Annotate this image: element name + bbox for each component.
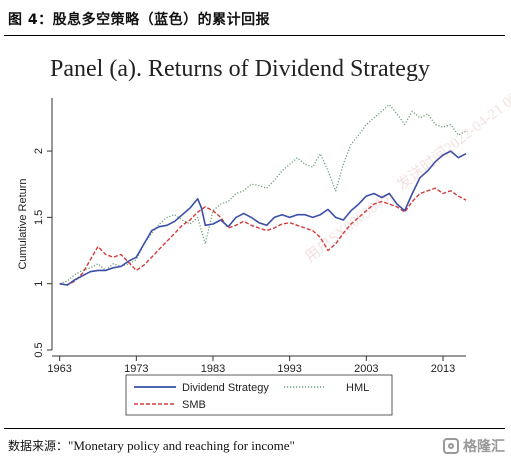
footer-rule xyxy=(4,428,505,429)
x-tick-label: 2013 xyxy=(431,363,455,375)
y-axis-label: Cumulative Return xyxy=(17,178,29,269)
series-line-dividend-strategy xyxy=(59,150,467,286)
x-tick-label: 2003 xyxy=(354,363,378,375)
y-tick-label: 1 xyxy=(33,281,45,287)
source-text: "Monetary policy and reaching for income… xyxy=(68,438,295,453)
y-tick-label: 1.5 xyxy=(33,210,45,225)
legend-label-smb: SMB xyxy=(182,399,206,411)
series-line-hml xyxy=(59,103,467,285)
header-rule xyxy=(4,35,505,36)
legend-box xyxy=(125,374,393,416)
x-tick-label: 1983 xyxy=(201,363,225,375)
legend-label-dividend-strategy: Dividend Strategy xyxy=(182,382,269,394)
source-line: 数据来源："Monetary policy and reaching for i… xyxy=(8,437,295,454)
series-line-smb xyxy=(59,187,467,286)
x-tick-label: 1973 xyxy=(124,363,148,375)
brand-name: 格隆汇 xyxy=(463,439,505,455)
legend-label-hml: HML xyxy=(346,382,369,394)
y-tick-label: 2 xyxy=(33,148,45,154)
figure-header: 图 4：股息多空策略（蓝色）的累计回报 xyxy=(0,0,511,34)
brand-logo: 格隆汇 xyxy=(443,436,505,456)
panel-title: Panel (a). Returns of Dividend Strategy xyxy=(50,56,430,82)
x-tick-label: 1993 xyxy=(277,363,301,375)
x-tick-label: 1963 xyxy=(47,363,71,375)
figure-title: 图 4：股息多空策略（蓝色）的累计回报 xyxy=(8,12,271,28)
source-label: 数据来源： xyxy=(8,439,69,453)
brand-icon xyxy=(443,438,459,454)
y-tick-label: 0.5 xyxy=(33,342,45,357)
